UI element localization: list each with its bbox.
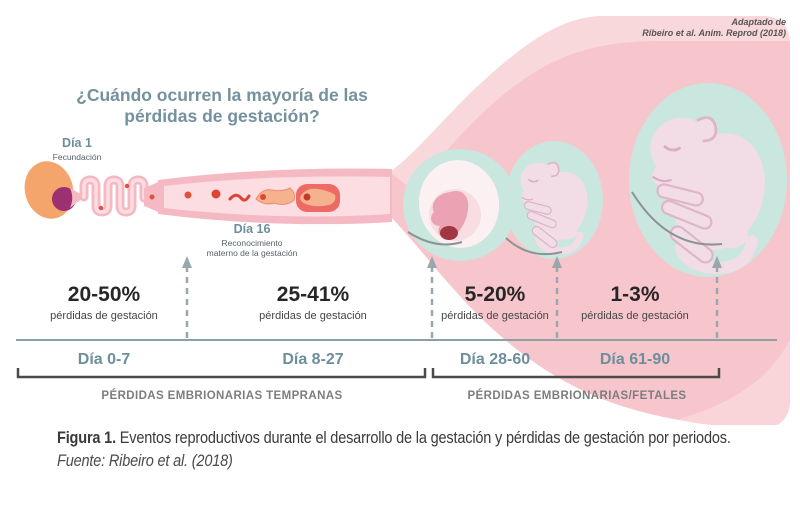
diagram-title-line2: pérdidas de gestación? <box>124 106 319 126</box>
umbilical-cord-icon <box>505 237 563 256</box>
figure-number: Figura 1. <box>57 429 116 447</box>
day-range: Día 8-27 <box>282 351 343 368</box>
figure-caption-text: Figura 1. Eventos reproductivos durante … <box>57 427 761 450</box>
loss-percent: 20-50% <box>68 283 141 306</box>
loss-caption: pérdidas de gestación <box>50 310 158 322</box>
loss-percent: 5-20% <box>465 283 526 306</box>
event-day16-desc1: Reconocimiento <box>222 238 283 248</box>
pink-highlight-corner <box>640 335 790 425</box>
bracket-early-losses <box>16 368 427 379</box>
fetus-large-icon <box>629 83 787 277</box>
fetus-small-icon <box>505 141 603 259</box>
loss-period-1: 20-50% pérdidas de gestación Día 0-7 <box>50 283 158 368</box>
day-range: Día 28-60 <box>460 351 530 368</box>
event-day16: Día 16 Reconocimiento materno de la gest… <box>207 222 298 258</box>
fertilization-nucleus-icon <box>52 187 76 211</box>
figure-caption: Figura 1. Eventos reproductivos durante … <box>57 427 761 473</box>
attribution-line2: Ribeiro et al. Anim. Reprod (2018) <box>642 28 786 38</box>
umbilical-cord-icon <box>407 231 463 246</box>
loss-caption: pérdidas de gestación <box>581 310 689 322</box>
loss-period-2: 25-41% pérdidas de gestación Día 8-27 <box>259 283 367 368</box>
embryo-vesicle-icon <box>403 149 517 261</box>
gestation-diagram: Adaptado de Ribeiro et al. Anim. Reprod … <box>16 16 790 425</box>
arrowheads <box>182 256 722 268</box>
day-range: Día 0-7 <box>78 351 131 368</box>
loss-percent: 25-41% <box>277 283 350 306</box>
bracket-fetal-losses <box>431 368 721 379</box>
timeline-arrows <box>185 268 719 338</box>
attribution-line1: Adaptado de <box>730 17 786 27</box>
event-day1-label: Día 1 <box>62 136 92 150</box>
pink-highlight-band <box>387 16 790 191</box>
arrowhead-icon <box>712 256 722 268</box>
event-day16-label: Día 16 <box>234 222 271 236</box>
diagram-title-line1: ¿Cuándo ocurren la mayoría de las <box>76 85 368 105</box>
oviduct-coil-icon <box>70 175 149 217</box>
elongating-conceptus-icon <box>296 184 340 212</box>
umbilical-cord-icon <box>631 191 723 246</box>
event-day16-desc2: materno de la gestación <box>207 248 298 258</box>
loss-caption: pérdidas de gestación <box>259 310 367 322</box>
loss-percent: 1-3% <box>610 283 659 306</box>
figure-caption-body: Eventos reproductivos durante el desarro… <box>115 429 731 447</box>
bracket-early-losses-label: PÉRDIDAS EMBRIONARIAS TEMPRANAS <box>101 389 342 402</box>
loss-caption: pérdidas de gestación <box>441 310 549 322</box>
loss-period-3: 5-20% pérdidas de gestación Día 28-60 <box>441 283 549 368</box>
event-day1: Día 1 Fecundación <box>53 136 102 162</box>
figure-source: Fuente: Ribeiro et al. (2018) <box>57 452 233 470</box>
arrowhead-icon <box>427 256 437 268</box>
embryo-cleavage-stages-icon <box>149 187 295 205</box>
day-range: Día 61-90 <box>600 351 670 368</box>
arrowhead-icon <box>552 256 562 268</box>
arrowhead-icon <box>182 256 192 268</box>
event-day1-desc: Fecundación <box>53 152 102 162</box>
loss-period-4: 1-3% pérdidas de gestación Día 61-90 <box>581 283 689 368</box>
ovary-oocyte-icon <box>24 161 76 219</box>
bracket-fetal-losses-label: PÉRDIDAS EMBRIONARIAS/FETALES <box>467 389 686 402</box>
